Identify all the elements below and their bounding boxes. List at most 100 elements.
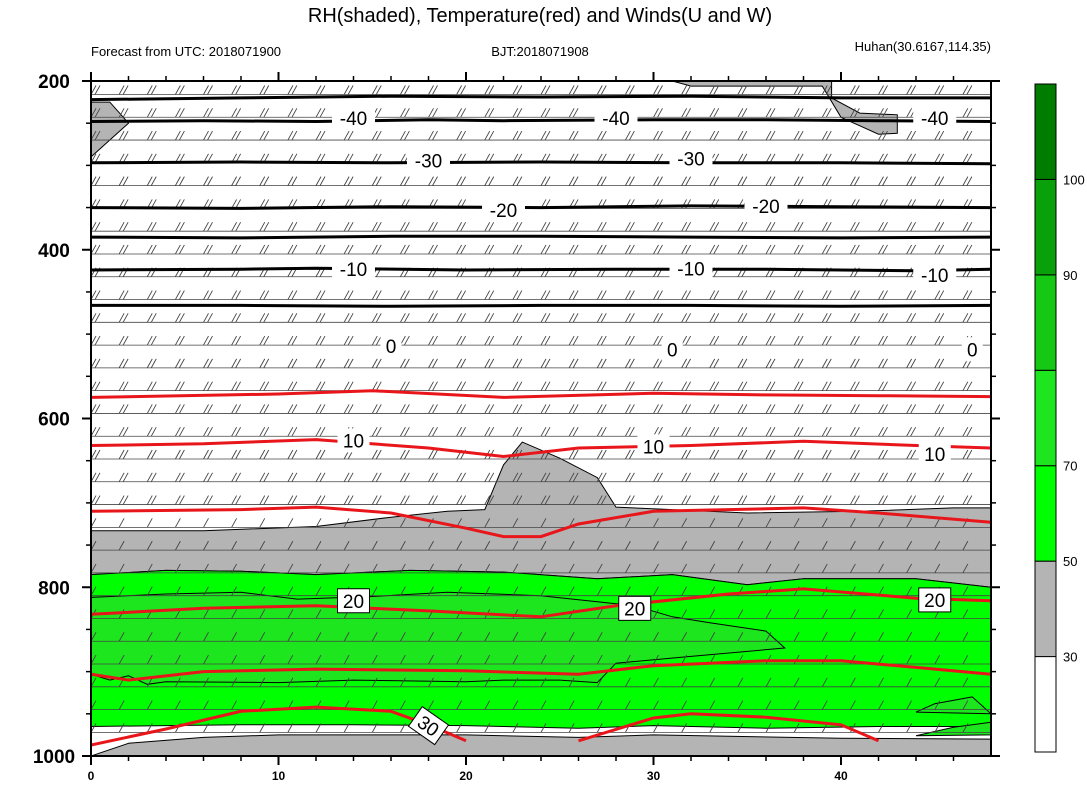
isotherm-black-4 (91, 234, 991, 240)
colorbar-bin-1 (1034, 560, 1057, 658)
contour-label-text-17: 20 (624, 599, 645, 620)
isotherm-red-1 (91, 438, 991, 459)
contour-label-10: 0 (380, 333, 402, 358)
colorbar-bin-3 (1034, 369, 1057, 467)
isotherm-red-0 (91, 389, 991, 399)
wind-row-0 (91, 85, 991, 95)
wind-row-4 (91, 176, 991, 187)
contour-label-text-18: 20 (924, 591, 945, 612)
wind-row-23 (91, 609, 991, 619)
wind-row-7 (91, 244, 991, 255)
contour-label-2: -40 (913, 106, 957, 131)
contour-label-12: 0 (961, 337, 983, 362)
contour-label-6: -20 (744, 193, 788, 218)
isotherm-black-5 (91, 266, 991, 273)
contour-label-18: 20 (918, 587, 952, 613)
isotherm-red-3 (91, 587, 991, 619)
isotherm-black-6 (91, 303, 991, 308)
wind-row-12 (91, 358, 991, 369)
wind-row-2 (91, 130, 991, 141)
isotherm-black-1 (91, 118, 991, 124)
wind-row-17 (91, 472, 991, 483)
contour-label-text-12: 0 (967, 340, 978, 361)
y-tick-label-0: 200 (38, 72, 70, 93)
wind-row-11 (91, 335, 991, 346)
colorbar-bin-5 (1034, 178, 1057, 276)
contour-label-text-14: 10 (643, 437, 664, 458)
contour-label-text-8: -10 (677, 259, 704, 280)
contour-label-7: -10 (332, 257, 375, 282)
wind-row-20 (91, 540, 991, 551)
wind-row-27 (91, 700, 991, 710)
contour-label-text-9: -10 (921, 266, 948, 287)
contour-label-15: 10 (918, 441, 951, 466)
x-tick-label-3: 30 (647, 769, 661, 783)
wind-row-28 (91, 723, 991, 733)
wind-row-13 (91, 381, 991, 392)
colorbar-tick-3: 90 (1063, 268, 1077, 283)
colorbar-tick-0: 30 (1063, 650, 1077, 665)
isotherm-black-0 (91, 94, 991, 102)
wind-row-6 (91, 221, 991, 232)
x-tick-label-1: 10 (272, 769, 286, 783)
wind-row-21 (91, 563, 991, 574)
contour-label-5: -20 (482, 198, 525, 223)
colorbar-tick-4: 100 (1063, 172, 1085, 187)
rh-shading (91, 81, 991, 756)
wind-row-9 (91, 290, 991, 300)
y-tick-label-1: 400 (38, 241, 70, 262)
contour-label-0: -40 (332, 106, 375, 131)
contour-label-text-4: -30 (677, 150, 704, 171)
contour-label-8: -10 (669, 256, 713, 281)
wind-row-15 (91, 427, 991, 437)
contour-label-text-13: 10 (343, 431, 364, 452)
contour-label-11: 0 (661, 337, 683, 362)
isotherm-red-6 (578, 712, 880, 743)
wind-row-26 (91, 677, 991, 688)
isotherm-red-4 (91, 659, 991, 682)
wind-row-18 (91, 495, 991, 505)
colorbar: 30 50 70 90 100 (1034, 83, 1085, 753)
colorbar-tick-2: 70 (1063, 459, 1077, 474)
contour-label-text-1: -40 (602, 109, 629, 130)
colorbar-bin-6 (1034, 83, 1057, 180)
contour-label-text-0: -40 (340, 109, 367, 130)
rh-region-gray-1 (672, 81, 898, 135)
x-tick-label-0: 0 (88, 769, 95, 783)
rh-region-gray-7 (91, 734, 991, 756)
contour-label-text-5: -20 (490, 201, 517, 222)
contour-label-text-7: -10 (340, 260, 367, 281)
x-tick-label-4: 40 (834, 769, 848, 783)
contour-label-text-6: -20 (752, 197, 779, 218)
colorbar-bin-2 (1034, 465, 1057, 562)
contour-label-text-3: -30 (415, 151, 442, 172)
location-label: Huhan(30.6167,114.35) (855, 39, 991, 54)
contour-label-14: 10 (637, 434, 670, 459)
wind-barbs (91, 85, 991, 733)
y-tick-label-3: 800 (38, 578, 70, 599)
contour-labels: -40 -40 -40 -30 -30 -20 -20 -10 -10 -10 0 0 0 10 10 10 2… (332, 106, 983, 746)
isotherm-black-2 (91, 160, 991, 166)
contour-label-3: -30 (407, 148, 450, 173)
contour-label-16: 20 (337, 588, 370, 614)
x-tick-label-2: 20 (459, 769, 473, 783)
isotherm-black-3 (91, 204, 991, 210)
forecast-time-label: Forecast from UTC: 2018071900 (91, 44, 281, 59)
rh-region-gray-2 (91, 441, 991, 588)
chart-title: RH(shaded), Temperature(red) and Winds(U… (308, 5, 772, 27)
wind-row-10 (91, 313, 991, 323)
contour-label-text-2: -40 (921, 109, 948, 130)
temperature-contours (91, 94, 991, 747)
colorbar-bin-0 (1034, 656, 1057, 753)
wind-row-24 (91, 632, 991, 642)
contour-label-text-11: 0 (667, 340, 678, 361)
contour-label-1: -40 (594, 106, 638, 131)
contour-label-text-16: 20 (343, 592, 364, 613)
y-tick-label-4: 1000 (33, 747, 75, 768)
isotherm-red-2 (91, 505, 991, 539)
contour-label-text-10: 0 (386, 337, 397, 358)
contour-label-17: 20 (618, 595, 652, 621)
contour-label-4: -30 (669, 146, 713, 171)
